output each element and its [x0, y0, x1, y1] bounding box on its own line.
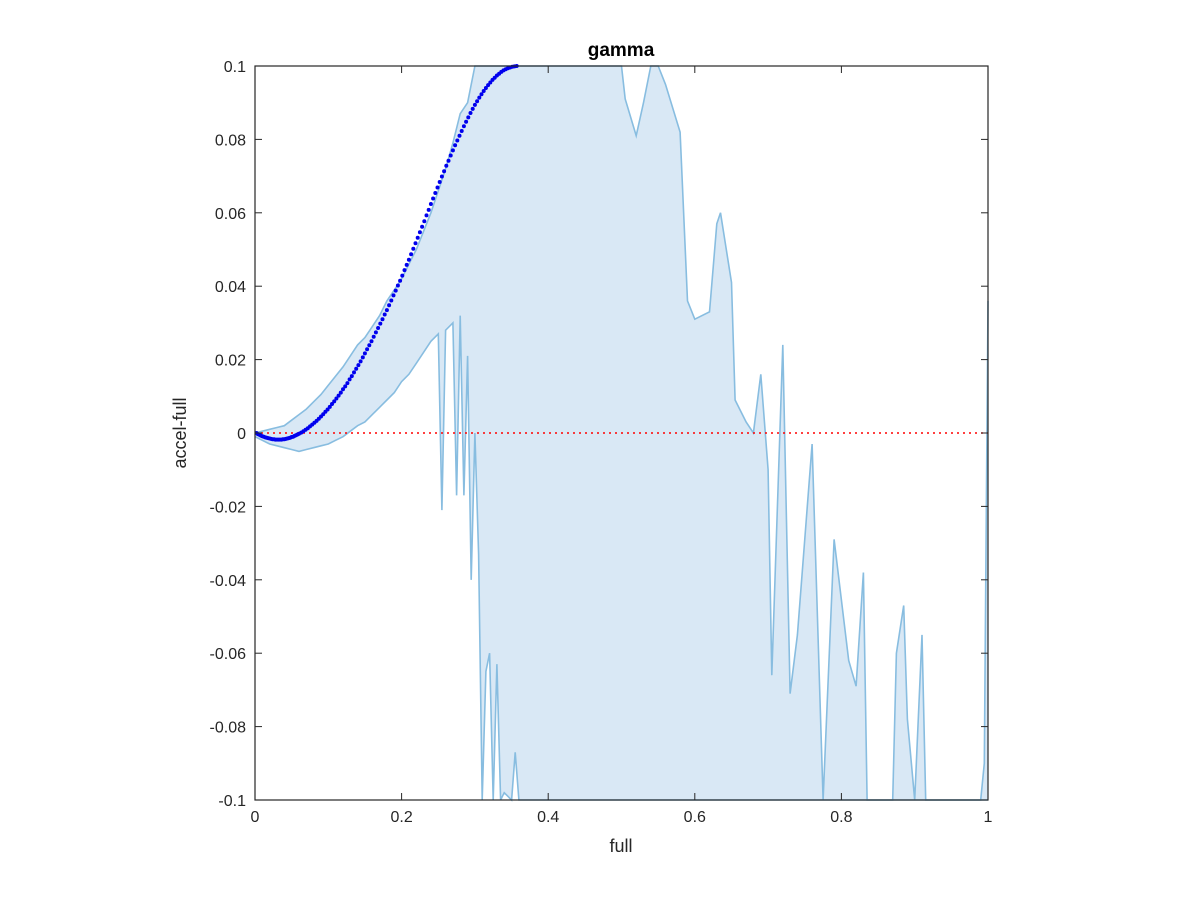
data-point	[435, 185, 440, 190]
data-point	[384, 308, 389, 313]
data-point	[483, 86, 488, 90]
y-tick-label: 0.1	[224, 59, 246, 76]
x-tick-label: 0.6	[684, 809, 706, 826]
data-point	[457, 133, 462, 138]
data-point	[387, 303, 392, 308]
data-point	[391, 293, 396, 298]
data-point	[442, 169, 447, 174]
data-point	[376, 326, 381, 330]
data-point	[439, 174, 444, 179]
data-points	[254, 64, 519, 442]
data-point	[481, 89, 486, 93]
data-point	[365, 347, 370, 352]
y-axis-label: accel-full	[170, 397, 190, 468]
data-point	[343, 384, 348, 389]
data-point	[450, 148, 455, 153]
data-point	[362, 351, 367, 356]
x-axis-label: full	[609, 836, 632, 856]
data-point	[470, 106, 475, 111]
data-point	[417, 230, 422, 235]
data-point	[453, 143, 458, 148]
y-tick-label: 0.02	[215, 353, 246, 370]
data-point	[334, 396, 339, 401]
data-point	[431, 196, 436, 201]
data-point	[371, 334, 376, 339]
data-point	[459, 129, 464, 133]
data-point	[475, 99, 480, 104]
y-tick-label: -0.06	[210, 646, 247, 663]
data-point	[349, 374, 354, 379]
y-tick-label: -0.08	[210, 720, 247, 737]
data-point	[398, 278, 403, 283]
data-point	[402, 268, 407, 273]
data-point	[446, 158, 451, 163]
data-point	[352, 370, 356, 375]
x-tick-label: 0.2	[390, 809, 412, 826]
data-point	[437, 180, 442, 184]
data-point	[477, 95, 482, 100]
data-point	[422, 219, 427, 224]
data-point	[347, 377, 352, 382]
data-point	[404, 262, 409, 267]
data-point	[415, 235, 420, 240]
data-point	[433, 191, 438, 195]
x-tick-label: 0.8	[830, 809, 852, 826]
x-tick-label: 0.4	[537, 809, 559, 826]
chart-title: gamma	[588, 40, 655, 61]
data-point	[426, 207, 431, 212]
data-point	[413, 241, 418, 246]
data-point	[444, 163, 449, 168]
y-tick-label: -0.02	[210, 499, 247, 516]
data-point	[461, 124, 466, 129]
data-point	[448, 153, 453, 158]
data-point	[356, 363, 361, 368]
data-point	[382, 312, 387, 317]
data-point	[428, 202, 433, 206]
y-tick-label: 0.08	[215, 132, 246, 149]
data-point	[369, 339, 374, 344]
data-point	[409, 252, 414, 257]
data-point	[411, 246, 416, 251]
data-point	[358, 359, 363, 364]
data-point	[455, 138, 460, 143]
data-point	[488, 80, 493, 85]
data-point	[373, 330, 378, 335]
data-point	[472, 102, 477, 107]
y-tick-label: 0	[237, 426, 246, 443]
data-point	[360, 355, 365, 360]
data-point	[336, 393, 341, 398]
data-point	[367, 343, 372, 348]
band-lower-line	[254, 315, 988, 802]
x-tick-label: 1	[984, 809, 993, 826]
data-point	[389, 298, 394, 303]
y-tick-label: 0.06	[215, 206, 246, 223]
data-point	[424, 213, 429, 218]
data-point	[393, 288, 398, 293]
data-point	[466, 115, 471, 120]
y-tick-label: -0.04	[210, 573, 247, 590]
data-point	[400, 273, 405, 278]
data-point	[354, 366, 359, 371]
x-tick-label: 0	[251, 809, 260, 826]
data-point	[420, 224, 425, 229]
data-point	[395, 283, 400, 288]
data-point	[327, 404, 332, 409]
data-point	[341, 387, 345, 392]
y-tick-label: 0.04	[215, 279, 246, 296]
x-axis-ticks: 0 0.2 0.4 0.6 0.8 1	[251, 66, 993, 826]
data-point	[330, 402, 334, 406]
y-axis-ticks: -0.1 -0.08 -0.06 -0.04 -0.02 0 0.02 0.04 0.06 0.0…	[210, 59, 988, 810]
data-point	[468, 111, 473, 115]
data-point	[378, 321, 383, 326]
data-point	[338, 390, 343, 395]
data-point	[479, 92, 484, 97]
data-point	[345, 381, 350, 386]
data-point	[464, 119, 469, 124]
y-tick-label: -0.1	[218, 793, 246, 810]
data-point	[332, 399, 337, 404]
data-point	[380, 317, 385, 322]
data-point	[406, 257, 411, 262]
